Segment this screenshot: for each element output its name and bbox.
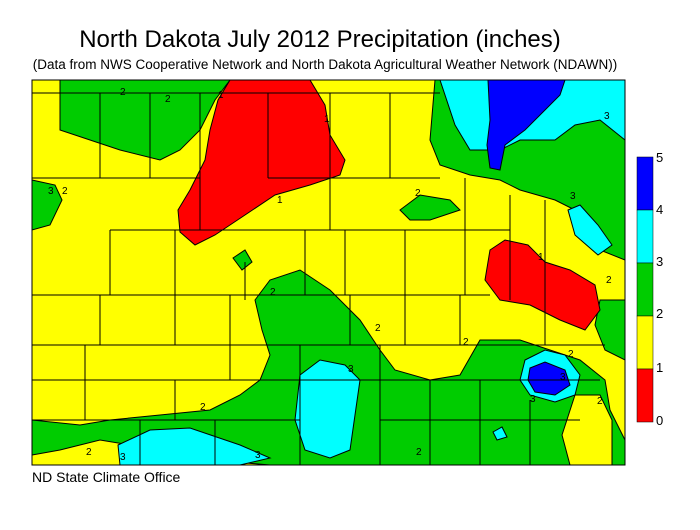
- contour-label: 2: [200, 402, 206, 413]
- legend-colorbar: [636, 156, 654, 423]
- contour-label: 1: [324, 114, 330, 125]
- contour-label: 1: [277, 195, 283, 206]
- legend-label-4: 4: [656, 202, 664, 217]
- contour-label: 2: [375, 323, 381, 334]
- county-boundaries: [31, 79, 626, 466]
- cyan-zone-small-blob: [492, 426, 508, 441]
- contour-label: 3: [530, 394, 536, 405]
- contour-label: 2: [165, 94, 171, 105]
- contour-label: 2: [416, 447, 422, 458]
- legend-label-3: 3: [656, 254, 664, 269]
- cyan-zone-east-oval: [567, 204, 613, 256]
- legend-swatch-1-2: [636, 315, 654, 370]
- red-zone-east: [484, 239, 601, 331]
- contour-label: 2: [463, 337, 469, 348]
- legend-swatch-0-1: [636, 368, 654, 423]
- contour-label: 2: [62, 186, 68, 197]
- green-zone-east-pocket: [399, 194, 461, 221]
- contour-label: 2: [415, 188, 421, 199]
- legend-swatch-2-3: [636, 262, 654, 317]
- contour-label: 2: [606, 275, 612, 286]
- legend-label-2: 2: [656, 306, 664, 321]
- contour-label: 2: [568, 349, 574, 360]
- blue-zone-northeast: [486, 79, 566, 171]
- contour-label: 2: [86, 447, 92, 458]
- legend-swatch-3-4: [636, 209, 654, 264]
- red-zone-north-central: [177, 79, 346, 246]
- legend-label-1: 1: [656, 360, 664, 375]
- green-zone-north: [59, 79, 231, 161]
- green-zone-se-rim: [594, 299, 626, 361]
- contour-label: 2: [120, 87, 126, 98]
- contour-label: 1: [218, 90, 224, 101]
- legend-label-5: 5: [656, 150, 664, 165]
- contour-label: 1: [538, 252, 544, 263]
- contour-label: 3: [560, 372, 566, 383]
- contour-label: 3: [255, 450, 261, 461]
- map-subtitle: (Data from NWS Cooperative Network and N…: [32, 57, 618, 72]
- green-zone-small-blob: [232, 249, 253, 271]
- contour-label: 3: [348, 364, 354, 375]
- map-title: North Dakota July 2012 Precipitation (in…: [79, 26, 561, 53]
- contour-label: 2: [597, 396, 603, 407]
- contour-label: 3: [570, 191, 576, 202]
- blue-zone-southeast: [527, 361, 571, 396]
- contour-label: 3: [604, 111, 610, 122]
- legend-swatch-4-5: [636, 156, 654, 211]
- contour-label: 2: [270, 287, 276, 298]
- contour-label: 3: [48, 186, 54, 197]
- credit-text: ND State Climate Office: [32, 469, 181, 485]
- legend-label-0: 0: [656, 413, 664, 428]
- contour-label: 3: [120, 452, 126, 463]
